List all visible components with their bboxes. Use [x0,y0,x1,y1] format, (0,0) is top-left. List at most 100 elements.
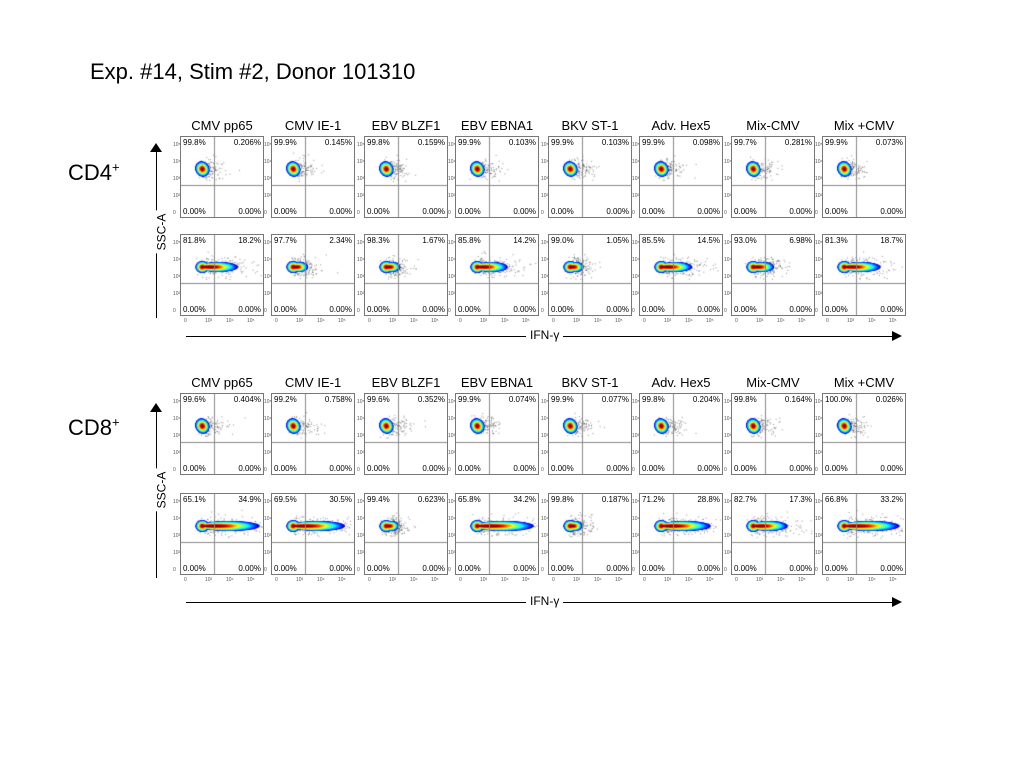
y-tick-label: 10⁵ [357,142,365,148]
cell-type-text: CD4 [68,160,113,185]
quadrant-lr-percent: 0.00% [697,305,720,314]
y-tick-label: 10² [724,193,732,199]
x-tick-label: 0 [184,318,187,324]
y-tick-label: 10³ [541,533,549,539]
quadrant-ur-percent: 34.2% [513,495,536,504]
quadrant-lr-percent: 0.00% [513,564,536,573]
x-tick-label: 10⁵ [889,577,897,583]
y-tick-label: 10³ [173,433,181,439]
y-tick-label: 10⁴ [541,159,549,165]
quadrant-ur-percent: 0.758% [324,395,352,404]
y-tick-label: 10⁵ [541,399,549,405]
y-tick-label: 10³ [724,176,732,182]
y-tick-label: 10⁴ [724,516,732,522]
density-plot: 99.8% 0.187% 0.00% 0.00% [548,493,632,575]
density-plot: 99.2% 0.758% 0.00% 0.00% [271,393,355,475]
quadrant-lr-percent: 0.00% [422,207,445,216]
density-cloud [823,137,905,217]
quadrant-ul-percent: 99.9% [642,138,665,147]
y-tick-label: 10⁵ [632,240,640,246]
quadrant-ur-percent: 0.026% [875,395,903,404]
y-tick-label: 10⁴ [815,516,823,522]
x-tick-label: 10³ [296,577,304,583]
density-cloud [640,235,722,315]
density-plot: 99.9% 0.098% 0.00% 0.00% [639,136,723,218]
density-cloud [732,494,814,574]
y-tick-label: 10² [264,550,272,556]
x-tick-label: 10³ [205,577,213,583]
density-cloud [640,394,722,474]
x-tick-label: 10³ [573,577,581,583]
y-tick-label: 10³ [448,433,456,439]
x-tick-label: 10³ [664,577,672,583]
column-label: CMV pp65 [191,118,253,133]
column-label: CMV IE-1 [284,118,342,133]
quadrant-ll-percent: 0.00% [825,564,848,573]
y-tick-label: 10⁵ [357,499,365,505]
quadrant-ll-percent: 0.00% [642,464,665,473]
y-tick-label: 0 [541,210,544,216]
x-tick-label: 10⁵ [431,577,439,583]
y-axis-label: SSC-A [154,210,169,254]
quadrant-ur-percent: 0.145% [324,138,352,147]
quadrant-ul-percent: 99.8% [642,395,665,404]
x-tick-label: 0 [459,577,462,583]
y-tick-label: 0 [632,467,635,473]
quadrant-ur-percent: 34.9% [238,495,261,504]
y-tick-label: 10² [357,291,365,297]
y-tick-label: 10³ [815,274,823,280]
y-tick-label: 10⁵ [264,142,272,148]
x-axis-label: IFN-γ [526,594,564,608]
quadrant-ul-percent: 99.9% [551,395,574,404]
y-tick-label: 10⁵ [724,399,732,405]
y-tick-label: 0 [264,467,267,473]
y-tick-label: 10⁵ [357,399,365,405]
y-tick-label: 10⁴ [815,416,823,422]
x-tick-label: 0 [826,577,829,583]
quadrant-lr-percent: 0.00% [513,464,536,473]
y-tick-label: 10⁵ [173,499,181,505]
quadrant-ur-percent: 6.98% [789,236,812,245]
density-cloud [823,394,905,474]
x-tick-label: 10⁴ [226,577,234,583]
y-tick-label: 10³ [632,433,640,439]
density-cloud [181,137,263,217]
x-tick-label: 10³ [847,577,855,583]
quadrant-ll-percent: 0.00% [274,305,297,314]
quadrant-ur-percent: 18.7% [880,236,903,245]
quadrant-ul-percent: 81.8% [183,236,206,245]
density-cloud [181,494,263,574]
y-tick-label: 0 [815,567,818,573]
quadrant-ur-percent: 0.204% [692,395,720,404]
density-cloud [640,494,722,574]
x-tick-label: 10⁴ [594,577,602,583]
quadrant-lr-percent: 0.00% [513,207,536,216]
y-tick-label: 0 [357,567,360,573]
quadrant-lr-percent: 0.00% [606,564,629,573]
y-tick-label: 10⁵ [264,399,272,405]
y-tick-label: 10³ [815,433,823,439]
x-tick-label: 10⁴ [685,318,693,324]
density-plot: 71.2% 28.8% 0.00% 0.00% [639,493,723,575]
y-tick-label: 0 [357,210,360,216]
density-plot: 99.9% 0.074% 0.00% 0.00% [455,393,539,475]
y-tick-label: 10³ [541,433,549,439]
density-cloud [549,137,631,217]
column-label: EBV BLZF1 [371,375,441,390]
y-tick-label: 10⁵ [815,399,823,405]
density-cloud [456,137,538,217]
y-tick-label: 10⁴ [173,159,181,165]
quadrant-ul-percent: 99.9% [458,395,481,404]
y-tick-label: 10³ [357,433,365,439]
y-tick-label: 10³ [724,433,732,439]
y-tick-label: 10² [541,291,549,297]
quadrant-ll-percent: 0.00% [734,207,757,216]
x-tick-label: 10³ [756,318,764,324]
y-tick-label: 10⁵ [173,399,181,405]
y-tick-label: 10² [815,550,823,556]
quadrant-ll-percent: 0.00% [825,464,848,473]
column-label: EBV BLZF1 [371,118,441,133]
y-tick-label: 10³ [448,533,456,539]
quadrant-ul-percent: 99.9% [825,138,848,147]
quadrant-lr-percent: 0.00% [238,464,261,473]
